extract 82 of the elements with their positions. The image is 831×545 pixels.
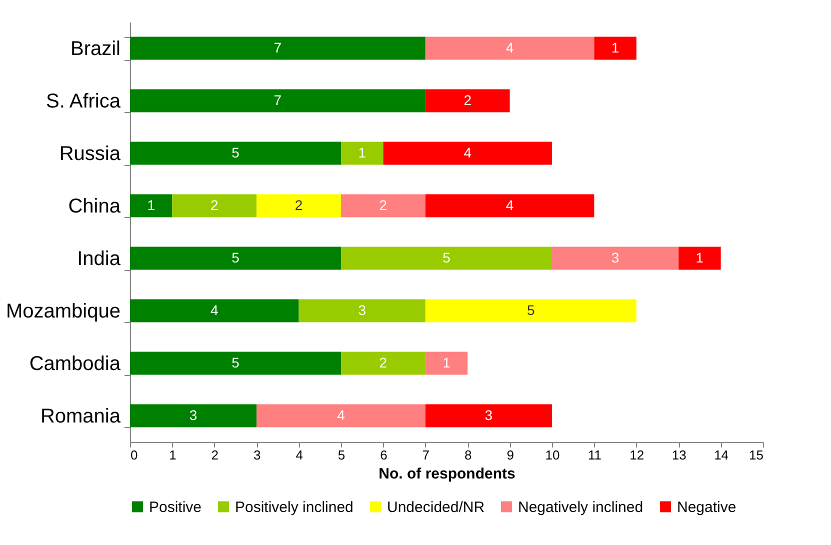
bar [130,299,299,322]
x-tick-label: 0 [130,448,138,462]
y-tick-label: Romania [40,405,122,428]
data-label: 3 [484,406,493,423]
data-label: 1 [696,249,704,266]
y-tick-label: Brazil [70,38,120,60]
data-label: 5 [232,144,240,160]
data-label: 4 [506,39,514,56]
legend-label: Negatively inclined [518,498,644,516]
data-label: 2 [379,196,388,213]
data-label: 2 [379,354,388,370]
bar [425,194,594,218]
bar [341,352,426,375]
data-label: 2 [294,196,303,213]
bar [298,299,426,322]
bar [341,246,552,270]
x-tick-label: 4 [296,448,303,462]
bar [383,142,552,165]
data-label: 3 [189,406,198,423]
bar [172,194,257,218]
y-tick-label: Russia [59,142,122,165]
bar [425,89,510,112]
x-tick-label: 5 [338,448,346,462]
bar [130,352,341,375]
data-label: 2 [464,92,472,108]
bar [130,142,341,165]
x-tick-label: 7 [422,448,430,462]
x-tick-label: 2 [211,448,219,462]
data-label: 7 [274,92,282,108]
data-label: 4 [464,144,472,160]
bar [256,404,426,428]
bar [425,36,594,60]
x-tick-label: 9 [506,448,514,462]
data-label: 3 [358,302,366,318]
data-label: 4 [337,406,346,423]
data-label: 5 [527,302,535,318]
y-tick-label: Mozambique [6,300,120,322]
data-label: 5 [232,249,240,266]
bar [130,194,172,218]
data-label: 2 [210,196,218,213]
x-tick-label: 11 [588,448,602,462]
data-label: 1 [442,354,451,370]
bar [256,194,341,218]
bar [130,246,341,270]
legend-label: Positively inclined [235,498,354,516]
x-tick-label: 10 [545,448,560,462]
data-label: 7 [274,39,282,56]
data-label: 5 [232,354,240,370]
data-label: 1 [611,39,620,56]
x-tick-label: 12 [630,448,644,462]
bar [425,404,552,428]
bar [425,352,468,375]
x-tick-label: 13 [672,448,686,462]
bar [594,36,636,60]
data-label: 4 [506,196,514,213]
data-label: 1 [358,144,366,160]
bar [552,246,679,270]
x-axis-title: No. of respondents [378,466,516,482]
y-tick-label: India [77,248,122,270]
bar [425,299,636,322]
y-tick-label: S. Africa [46,90,122,112]
legend-label: Undecided/NR [387,498,485,516]
legend-label: Negative [677,498,736,516]
y-tick-label: China [68,195,122,218]
x-tick-label: 8 [464,448,472,462]
bar [130,36,426,60]
bar [130,404,257,428]
x-tick-label: 14 [714,448,729,462]
y-tick-label: Cambodia [29,352,122,375]
x-tick-label: 6 [380,448,388,462]
bar [678,246,721,270]
data-label: 1 [147,196,156,213]
x-tick-label: 3 [253,448,261,462]
legend-label: Positive [149,498,202,516]
bar [341,194,426,218]
x-tick-label: 1 [169,448,176,462]
x-tick-label: 15 [749,448,764,462]
data-label: 4 [210,302,218,318]
data-label: 3 [611,249,620,266]
bar [341,142,384,165]
bar [130,89,426,112]
data-label: 5 [442,249,451,266]
